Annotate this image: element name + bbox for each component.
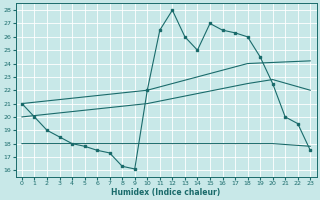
X-axis label: Humidex (Indice chaleur): Humidex (Indice chaleur)	[111, 188, 221, 197]
